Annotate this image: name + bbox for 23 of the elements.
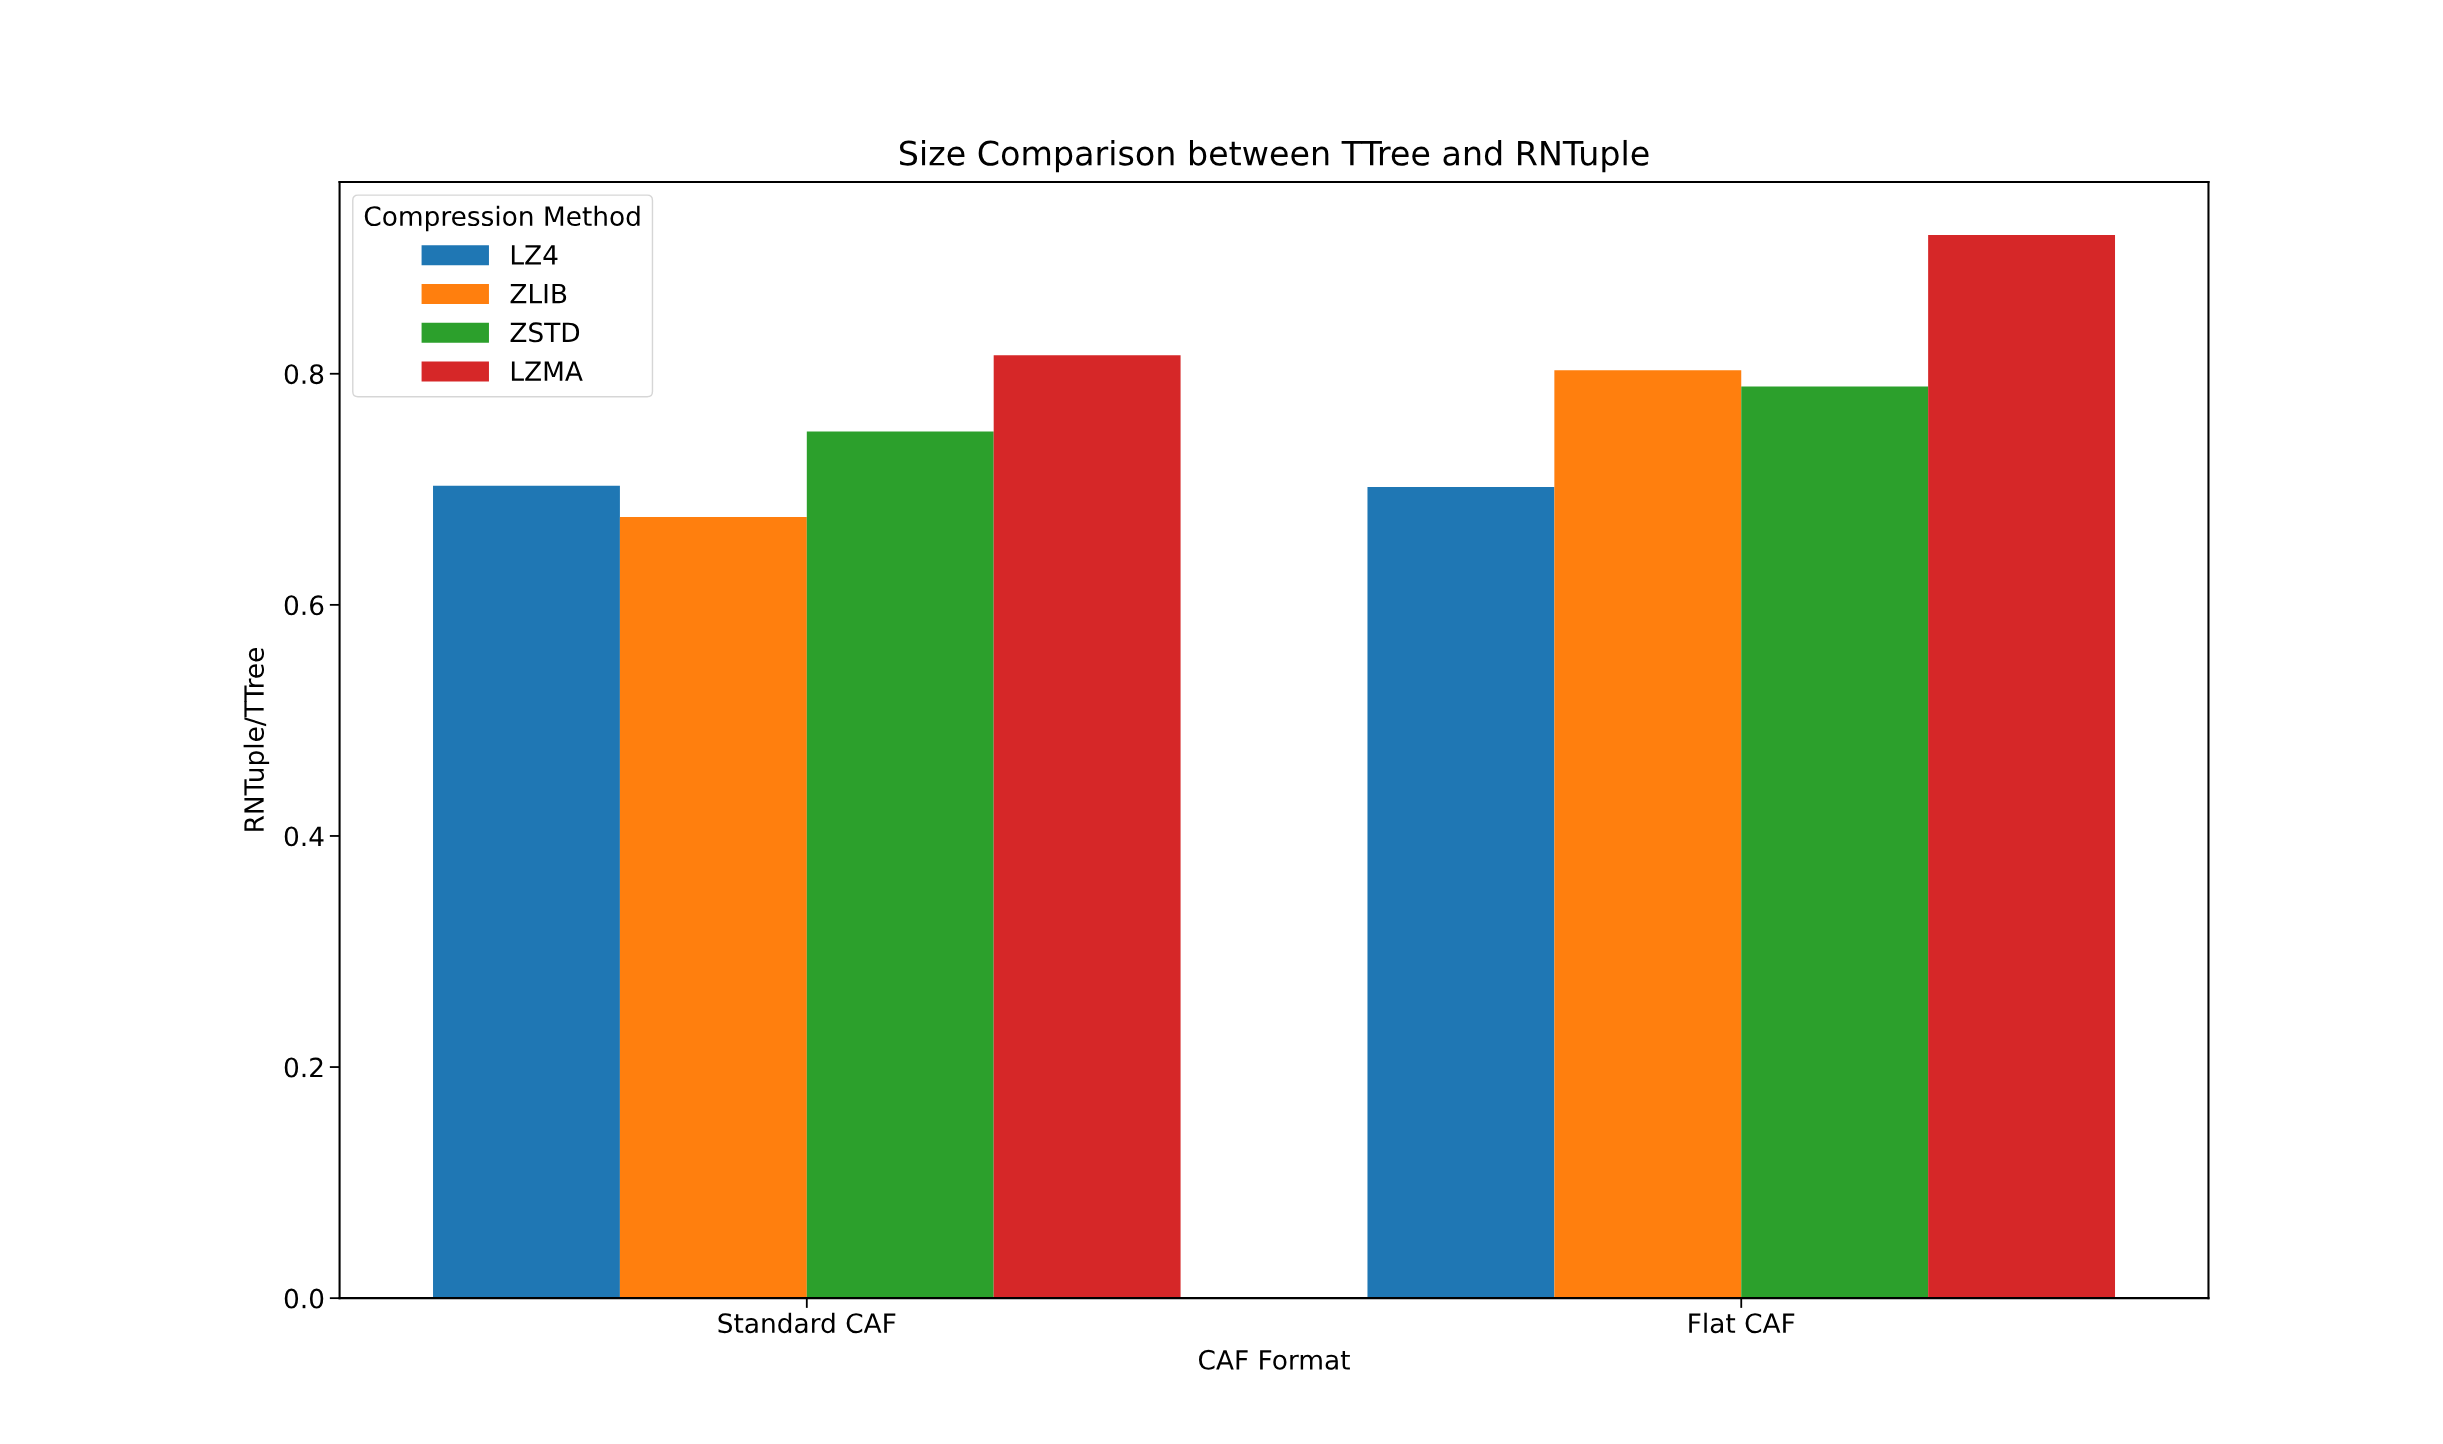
legend-title: Compression Method [364,205,640,232]
x-tick-label: Standard CAF [718,1312,896,1334]
bar [1741,386,1929,1299]
legend-label: ZSTD [510,322,580,343]
y-tick-label: 0.2 [284,1057,323,1078]
y-tick-label: 0.8 [284,364,324,385]
bar [806,431,994,1299]
y-tick-label: 0.0 [284,1288,324,1309]
x-tick-label: Flat CAF [1689,1312,1795,1334]
y-tick-label: 0.6 [284,595,324,616]
bar [993,355,1181,1299]
chart-title: Size Comparison between TTree and RNTuple [899,139,1649,173]
y-tick-label: 0.4 [284,826,324,847]
legend-label: LZ4 [511,245,558,265]
bar [433,485,620,1299]
x-axis-title: CAF Format [1199,1349,1350,1370]
bar [1367,487,1555,1299]
bar [619,517,807,1299]
legend-label: LZMA [511,361,583,381]
bar [1928,235,2116,1299]
legend-label: ZLIB [510,283,567,304]
y-axis-title: RNTuple/TTree [243,648,270,831]
bar [1554,370,1742,1299]
